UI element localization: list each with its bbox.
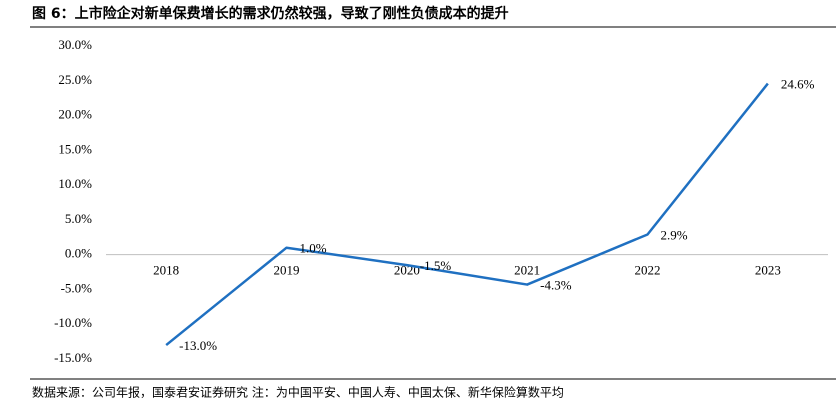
y-tick-label: 25.0% — [58, 72, 92, 87]
data-line — [165, 82, 769, 347]
y-tick-label: -10.0% — [54, 315, 92, 330]
y-tick-label: -5.0% — [61, 280, 93, 295]
y-tick-label: 15.0% — [58, 141, 92, 156]
data-label: -13.0% — [179, 338, 217, 353]
data-label: 24.6% — [781, 77, 815, 92]
y-tick-label: 0.0% — [65, 246, 92, 261]
x-tick-label: 2019 — [274, 263, 300, 278]
y-tick-label: -15.0% — [54, 350, 92, 365]
data-label: -4.3% — [540, 278, 572, 293]
x-tick-label: 2021 — [514, 263, 540, 278]
source-note: 数据来源：公司年报，国泰君安证券研究 注：为中国平安、中国人寿、中国太保、新华保… — [32, 385, 564, 400]
x-tick-label: 2023 — [755, 263, 781, 278]
x-tick-label: 2018 — [153, 263, 179, 278]
x-tick-label: 2022 — [635, 263, 661, 278]
y-tick-label: 10.0% — [58, 176, 92, 191]
y-tick-label: 5.0% — [65, 211, 92, 226]
y-tick-label: 20.0% — [58, 107, 92, 122]
data-label: 2.9% — [661, 227, 688, 242]
y-tick-label: 30.0% — [58, 37, 92, 52]
data-label: 1.0% — [300, 241, 327, 256]
chart-title: 图 6：上市险企对新单保费增长的需求仍然较强，导致了刚性负债成本的提升 — [32, 5, 509, 22]
data-label: -1.5% — [420, 258, 452, 273]
